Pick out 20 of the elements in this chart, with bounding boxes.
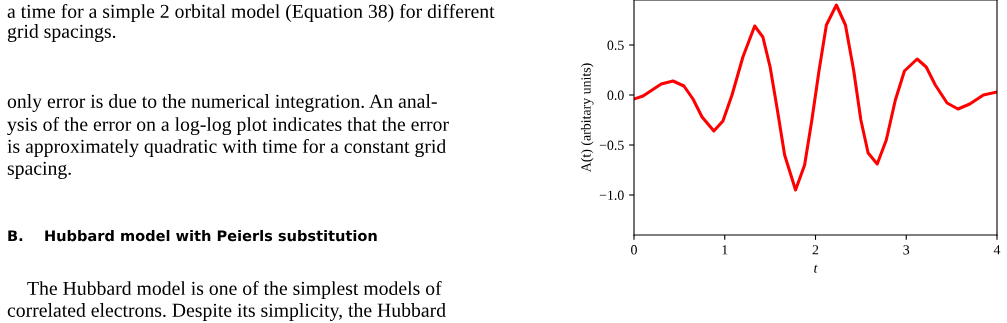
x-tick-label: 0 bbox=[631, 245, 637, 255]
text: correlated electrons. Despite its simplicity, the Hubbard bbox=[7, 303, 446, 321]
y-tick-label: −1.0 bbox=[599, 190, 624, 201]
text: B. Hubbard model with Peierls substitution bbox=[8, 229, 377, 242]
y-tick-label: 0.5 bbox=[607, 40, 624, 51]
text: ysis of the error on a log-log plot indicates that the error bbox=[7, 116, 449, 136]
text: spacing. bbox=[7, 161, 71, 179]
text: The Hubbard model is one of the simplest models of bbox=[27, 280, 442, 300]
text: only error is due to the numerical integration. An anal- bbox=[7, 94, 437, 112]
x-tick-label: 1 bbox=[722, 245, 728, 255]
x-tick-label: 2 bbox=[812, 245, 819, 255]
x-tick-label: 4 bbox=[993, 245, 1001, 255]
y-tick-label: −0.5 bbox=[599, 140, 624, 151]
y-tick-label: 0.0 bbox=[607, 90, 624, 101]
text: grid spacings. bbox=[7, 24, 116, 42]
text: is approximately quadratic with time for a constant grid bbox=[7, 138, 446, 158]
x-axis-title: t bbox=[814, 264, 818, 273]
text: a time for a simple 2 orbital model (Equation 38) for different bbox=[7, 3, 495, 23]
x-tick-label: 3 bbox=[903, 245, 910, 255]
y-axis-title: A(t) (arbitary units) bbox=[580, 63, 594, 173]
